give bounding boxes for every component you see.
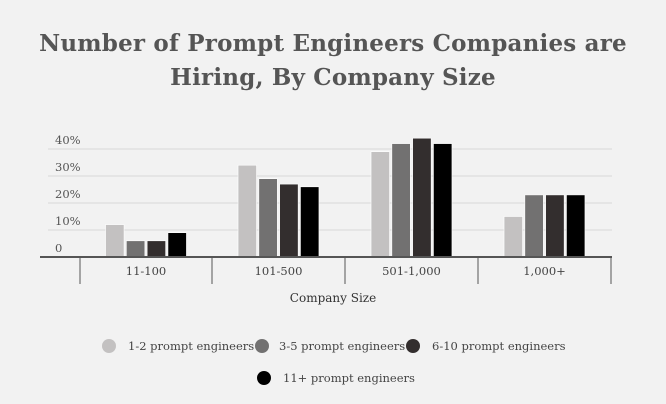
legend-swatch [102,339,116,353]
bar-1-4 [503,216,523,258]
chart-title-line-1: Number of Prompt Engineers Companies are [39,30,627,57]
legend-label: 6-10 prompt engineers [432,339,566,353]
bar-1-1 [105,224,125,258]
bar-2-1 [126,240,146,258]
x-tick-label: 501-1,000 [382,264,441,278]
y-tick-label: 30% [55,160,81,174]
legend-swatch [406,339,420,353]
bar-2-3 [391,143,411,258]
bar-2-4 [524,194,544,258]
bar-4-4 [566,194,586,258]
bar-1-3 [370,151,390,258]
bar-3-1 [146,240,166,258]
y-tick-label: 0 [55,241,62,255]
bar-3-3 [412,137,432,258]
legend-label: 11+ prompt engineers [283,371,415,385]
legend-label: 1-2 prompt engineers [128,339,254,353]
bar-3-2 [279,183,299,258]
x-axis-label: Company Size [290,291,376,305]
chart-title-line-2: Hiring, By Company Size [170,64,496,91]
bar-4-1 [167,232,187,258]
bar-1-2 [237,164,257,258]
y-tick-label: 40% [55,133,81,147]
bar-4-2 [300,186,320,258]
legend-swatch [257,371,271,385]
y-tick-label: 20% [55,187,81,201]
legend-label: 3-5 prompt engineers [279,339,405,353]
x-tick-label: 1,000+ [523,264,566,278]
bar-4-3 [433,143,453,258]
legend-swatch [255,339,269,353]
x-tick-label: 101-500 [255,264,303,278]
bar-2-2 [258,178,278,258]
x-tick-label: 11-100 [126,264,166,278]
y-tick-label: 10% [55,214,81,228]
bar-3-4 [545,194,565,258]
